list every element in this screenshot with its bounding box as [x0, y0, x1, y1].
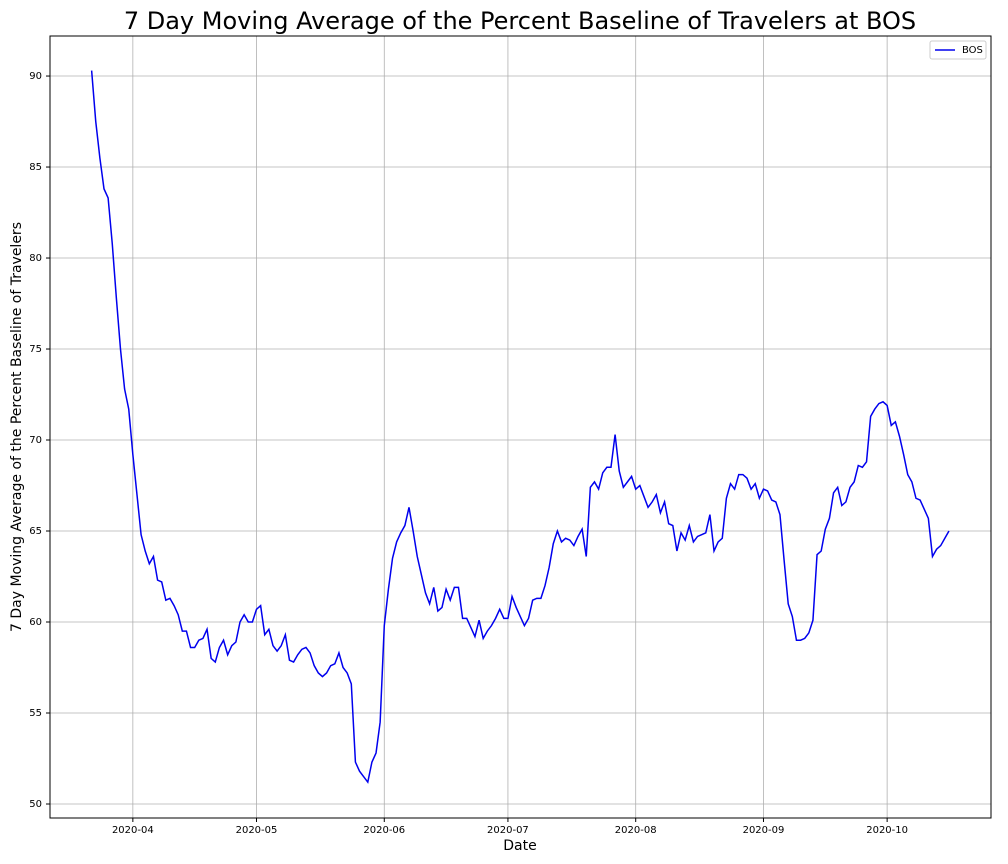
y-tick-label: 80 [29, 253, 42, 264]
legend-label: BOS [962, 45, 983, 56]
x-tick-label: 2020-04 [112, 825, 154, 836]
x-tick-label: 2020-10 [866, 825, 908, 836]
y-tick-label: 85 [29, 162, 42, 173]
y-tick-label: 60 [29, 617, 42, 628]
plot-frame [49, 35, 992, 819]
x-axis-label: Date [503, 838, 536, 854]
x-tick-label: 2020-05 [236, 825, 278, 836]
legend-box [929, 40, 987, 60]
y-tick-label: 50 [29, 799, 42, 810]
y-tick-label: 65 [29, 526, 42, 537]
x-tick-label: 2020-09 [743, 825, 785, 836]
x-tick-label: 2020-08 [615, 825, 657, 836]
chart-title: 7 Day Moving Average of the Percent Base… [124, 7, 916, 35]
y-tick-label: 75 [29, 344, 42, 355]
y-tick-label: 55 [29, 708, 42, 719]
x-tick-label: 2020-07 [487, 825, 529, 836]
x-tick-label: 2020-06 [363, 825, 405, 836]
y-tick-label: 70 [29, 435, 42, 446]
line [90, 70, 950, 784]
y-tick-label: 90 [29, 71, 42, 82]
y-axis-label: 7 Day Moving Average of the Percent Base… [9, 222, 25, 632]
